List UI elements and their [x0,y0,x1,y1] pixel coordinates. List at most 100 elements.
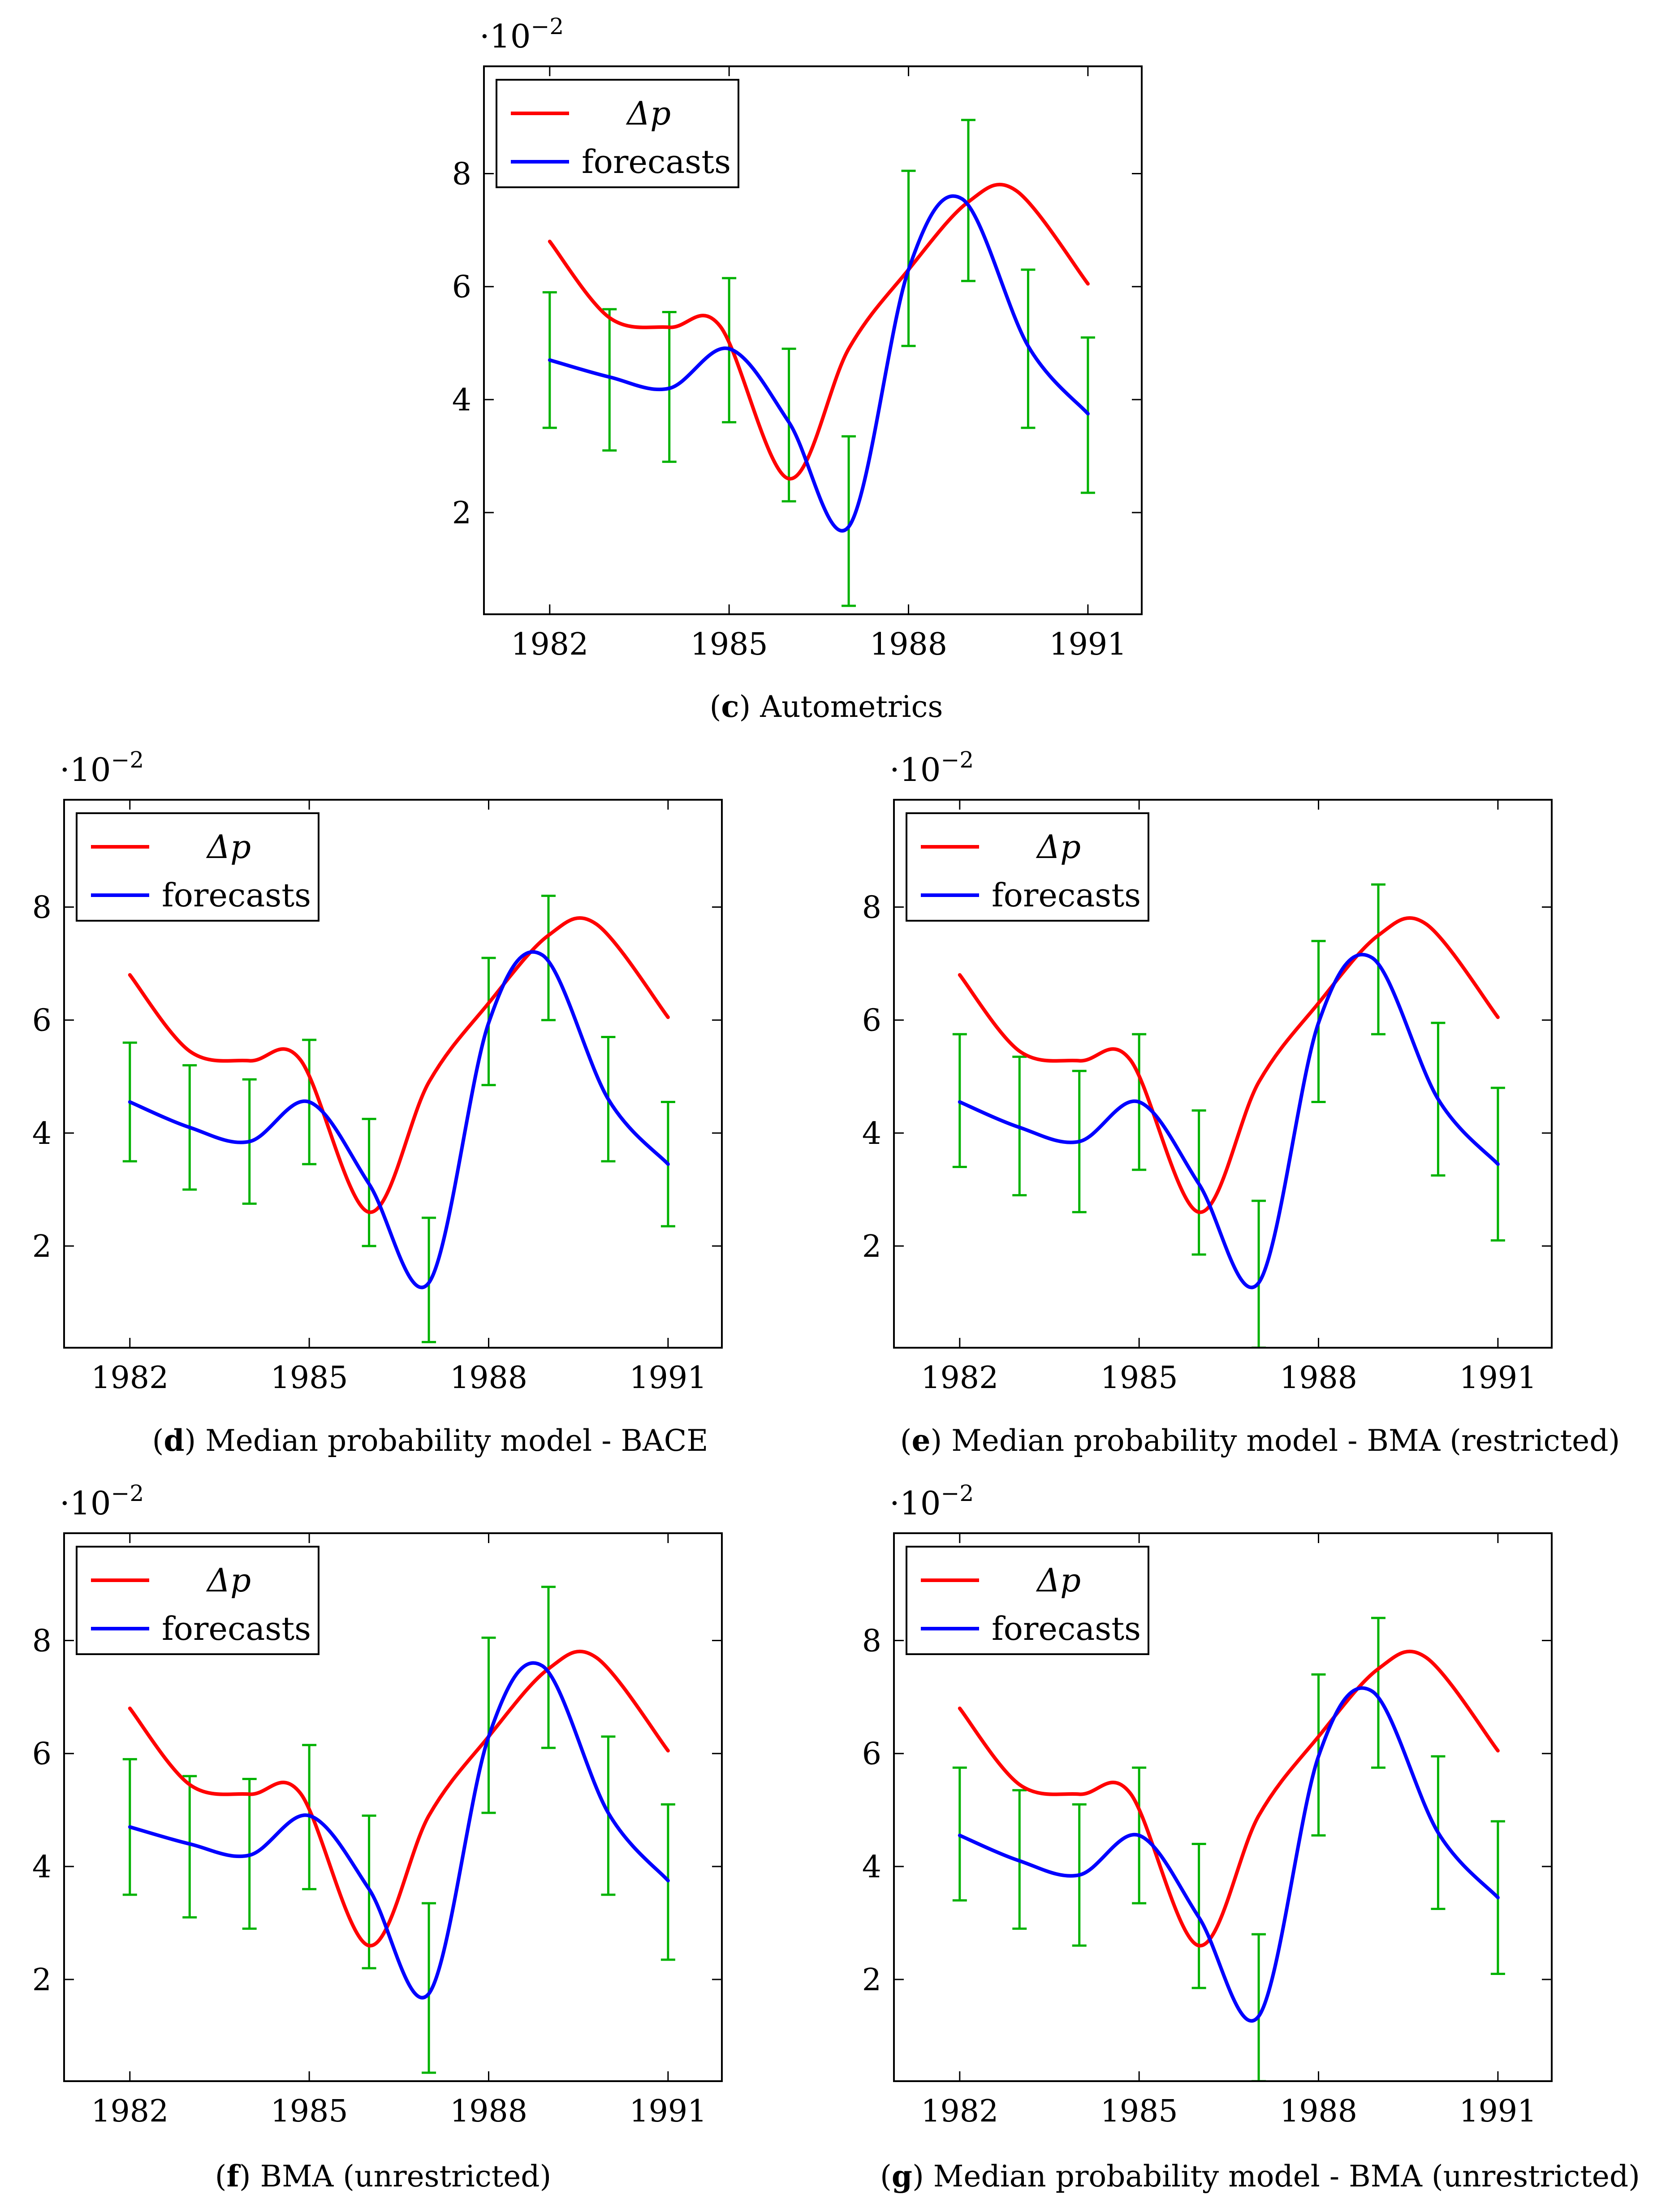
chart-panel-e: ·10−2 2 4 6 8 1982 1985 1988 1991 Δp forecasts (e) … [862,747,1620,1458]
legend-label: forecasts [162,1610,311,1647]
plot-frame [483,65,1143,615]
x-tick-label: 1991 [1459,1360,1536,1396]
y-tick-label: 2 [32,1229,52,1264]
legend-label: forecasts [162,876,311,914]
y-tick-label: 4 [32,1850,52,1885]
error-bar [182,1775,197,1919]
legend-label: Δp [626,95,671,132]
series-line-delta-p [548,182,1090,481]
axis-scale-label: ·10−2 [479,13,564,55]
axis-scale-label: ·10−2 [889,1480,974,1522]
legend: Δp forecasts [906,1546,1149,1655]
y-tick-label: 2 [862,1229,881,1264]
panel-caption: (f) BMA (unrestricted) [215,2159,552,2194]
y-tick-label: 6 [32,1737,52,1772]
y-tick-label: 2 [862,1962,881,1998]
plot-area [122,1586,675,2074]
plot-area [542,119,1095,607]
y-tick-label: 8 [862,890,881,926]
x-tick-label: 1988 [450,2094,527,2129]
axis-scale-label: ·10−2 [889,747,974,789]
x-tick-label: 1982 [921,2094,998,2129]
plot-area [952,1617,1505,2081]
legend-label: forecasts [582,143,731,181]
plot-frame [893,1532,1553,2082]
x-tick-label: 1988 [1280,2094,1357,2129]
y-tick-label: 8 [32,1624,52,1659]
plot-area [952,883,1505,1348]
x-tick-label: 1982 [921,1360,998,1396]
legend-label: forecasts [992,1610,1141,1647]
chart-panel-d: ·10−2 2 4 6 8 1982 1985 1988 1991 Δp forecasts (d) … [32,747,723,1458]
error-bar [901,169,916,347]
series-line-delta-p [128,1649,670,1948]
chart-panel-f: ·10−2 2 4 6 8 1982 1985 1988 1991 Δp forecasts (f) … [32,1480,723,2194]
legend-label: Δp [206,1561,251,1599]
error-bar [1371,883,1385,1035]
x-tick-label: 1988 [870,627,947,662]
x-tick-label: 1991 [629,1360,707,1396]
series-line-delta-p [958,916,1500,1214]
legend-label: Δp [1036,1561,1081,1599]
error-bar [602,308,617,452]
chart-panel-g: ·10−2 2 4 6 8 1982 1985 1988 1991 Δp forecasts (g) … [862,1480,1640,2194]
error-bar [541,894,556,1022]
legend: Δp forecasts [76,812,319,922]
x-tick-label: 1985 [1101,1360,1178,1396]
y-tick-label: 6 [32,1003,52,1039]
axis-scale-label: ·10−2 [60,747,144,789]
plot-area [122,894,675,1343]
x-tick-label: 1991 [629,2094,707,2129]
y-tick-label: 2 [452,496,471,531]
x-tick-label: 1988 [450,1360,527,1396]
y-tick-label: 8 [32,890,52,926]
series-line-forecasts [128,1661,670,2000]
legend: Δp forecasts [496,79,739,188]
series-line-forecasts [958,953,1500,1289]
panel-caption: (e) Median probability model - BMA (rest… [900,1423,1620,1458]
x-tick-label: 1985 [271,2094,348,2129]
error-bar [481,1636,496,1814]
y-tick-label: 6 [452,270,471,305]
x-tick-label: 1991 [1459,2094,1536,2129]
error-bar [422,1902,436,2074]
plot-frame [893,799,1553,1349]
panel-caption: (g) Median probability model - BMA (unre… [880,2159,1640,2194]
panel-caption: (d) Median probability model - BACE [152,1423,708,1458]
chart-panel-c: ·10−2 2 4 6 8 1982 1985 1988 1991 Δp forecasts (c) … [452,13,1143,724]
x-tick-label: 1991 [1049,627,1126,662]
legend-label: Δp [1036,828,1081,866]
plot-frame [63,1532,723,2082]
y-tick-label: 8 [862,1624,881,1659]
x-tick-label: 1982 [91,2094,168,2129]
x-tick-label: 1985 [271,1360,348,1396]
axis-scale-label: ·10−2 [60,1480,144,1522]
x-tick-label: 1982 [511,627,588,662]
series-line-delta-p [958,1649,1500,1948]
error-bar [842,435,856,607]
series-line-forecasts [958,1686,1500,2023]
error-bar [1252,1933,1266,2081]
series-line-delta-p [128,916,670,1214]
y-tick-label: 4 [862,1850,881,1885]
legend: Δp forecasts [76,1546,319,1655]
y-tick-label: 8 [452,157,471,192]
x-tick-label: 1982 [91,1360,168,1396]
error-bar [1371,1617,1385,1769]
y-tick-label: 4 [452,383,471,418]
x-tick-label: 1985 [691,627,768,662]
series-line-forecasts [548,194,1090,533]
y-tick-label: 6 [862,1737,881,1772]
legend-label: forecasts [992,876,1141,914]
y-tick-label: 6 [862,1003,881,1039]
panel-caption: (c) Autometrics [710,689,943,724]
y-tick-label: 4 [32,1116,52,1151]
x-tick-label: 1985 [1101,2094,1178,2129]
legend: Δp forecasts [906,812,1149,922]
series-line-forecasts [128,950,670,1289]
x-tick-label: 1988 [1280,1360,1357,1396]
error-bar [1252,1199,1266,1348]
y-tick-label: 2 [32,1962,52,1998]
plot-frame [63,799,723,1349]
